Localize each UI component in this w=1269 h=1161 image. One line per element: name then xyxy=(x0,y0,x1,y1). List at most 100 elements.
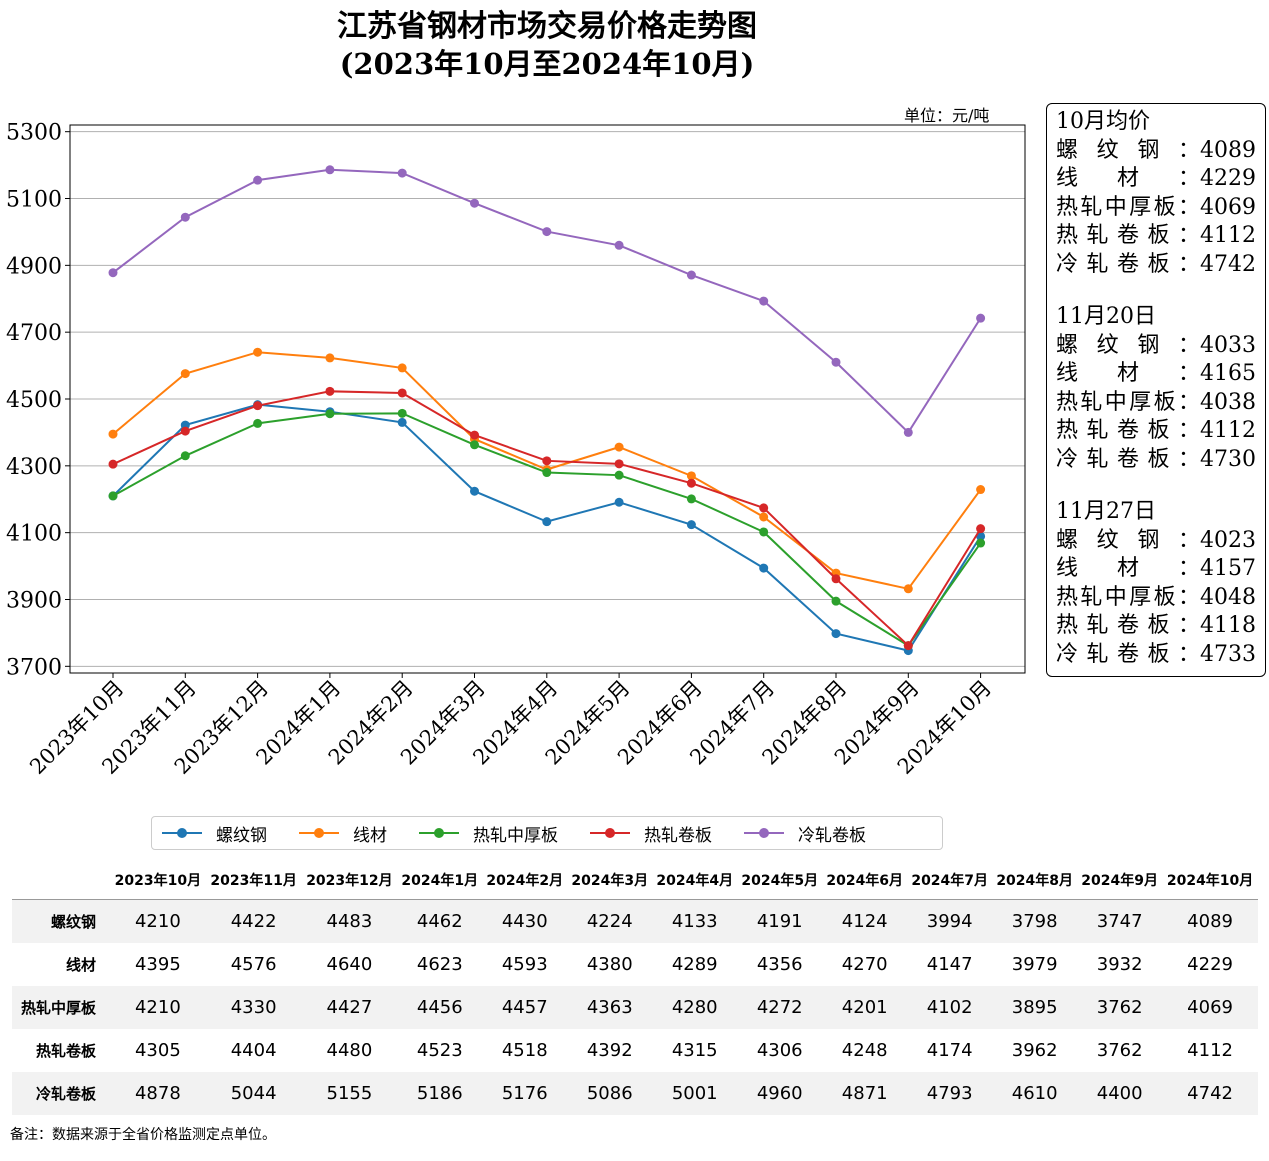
summary-row-value: 4069 xyxy=(1200,194,1256,220)
summary-row-name: 螺纹钢： xyxy=(1056,332,1200,358)
data-point xyxy=(180,451,190,461)
data-point xyxy=(108,268,118,278)
data-point xyxy=(759,296,769,306)
data-point xyxy=(325,386,335,396)
table-cell: 3979 xyxy=(1011,954,1058,975)
data-point xyxy=(253,175,263,185)
table-cell: 4392 xyxy=(586,1040,633,1061)
line-chart: 江苏省钢材市场交易价格走势图 (2023年10月至2024年10月) 37003… xyxy=(6,9,1026,779)
data-point xyxy=(903,641,913,651)
data-point xyxy=(325,165,335,175)
legend-label: 热轧中厚板 xyxy=(473,825,558,846)
legend-swatch xyxy=(744,827,784,839)
summary-row-name: 热轧中厚板： xyxy=(1056,194,1200,220)
table-cell: 4174 xyxy=(926,1040,973,1061)
table-column-header: 2024年10月 xyxy=(1162,861,1258,900)
data-point xyxy=(397,388,407,398)
table-cell: 3762 xyxy=(1096,1040,1143,1061)
table-column-header: 2024年3月 xyxy=(567,861,653,900)
section-gap xyxy=(1056,474,1265,498)
table-cell: 4248 xyxy=(841,1040,888,1061)
grid-lines xyxy=(70,131,1025,667)
data-point xyxy=(108,429,118,439)
data-point xyxy=(831,357,841,367)
summary-row-value: 4112 xyxy=(1200,223,1256,248)
table-cell: 5186 xyxy=(397,1072,483,1115)
series-lines xyxy=(108,165,986,656)
table-cell: 4210 xyxy=(110,899,206,943)
summary-section-title: 11月20日 xyxy=(1056,304,1156,329)
table-cell: 4133 xyxy=(652,899,738,943)
table-column-header: 2024年6月 xyxy=(822,861,908,900)
data-point xyxy=(614,442,624,452)
table-cell: 4523 xyxy=(416,1040,463,1061)
data-point xyxy=(614,240,624,250)
legend-label: 热轧卷板 xyxy=(644,825,712,846)
footnote: 备注：数据来源于全省价格监测定点单位。 xyxy=(10,1127,276,1143)
table-cell: 4457 xyxy=(482,986,568,1029)
section-gap xyxy=(1056,279,1265,303)
data-point xyxy=(759,503,769,513)
data-point xyxy=(614,497,624,507)
table-row-header: 螺纹钢 xyxy=(12,899,110,943)
table-cell: 3994 xyxy=(907,899,993,943)
legend: 螺纹钢 线材 热轧中厚板 热轧卷板 冷轧卷板 xyxy=(151,816,943,850)
data-point xyxy=(542,517,552,527)
legend-label: 螺纹钢 xyxy=(216,825,267,846)
table-body: 螺纹钢 4210 4422 4483 4462 4430 4224 4133 4191 4124 3… xyxy=(12,899,1258,1115)
table-cell: 4456 xyxy=(397,986,483,1029)
table-cell: 4610 xyxy=(992,1072,1078,1115)
summary-row: 热轧中厚板： 4069 xyxy=(1056,194,1256,223)
table-cell: 3762 xyxy=(1077,986,1163,1029)
summary-row-value: 4742 xyxy=(1200,251,1256,277)
data-point xyxy=(108,491,118,501)
table-column-header: 2024年9月 xyxy=(1077,861,1163,900)
y-tick-label: 5300 xyxy=(6,121,62,146)
summary-row: 线材： 4229 xyxy=(1056,165,1256,194)
table-cell: 3747 xyxy=(1077,899,1163,943)
table-cell: 3932 xyxy=(1096,954,1143,975)
summary-section-title: 10月均价 xyxy=(1056,109,1150,134)
legend-label: 冷轧卷板 xyxy=(798,825,866,846)
table-row: 热轧卷板 4305 4404 4480 4523 4518 4392 4315 4306 4248… xyxy=(12,1029,1258,1072)
legend-item: 螺纹钢 xyxy=(162,821,267,846)
summary-row-value: 4023 xyxy=(1200,527,1256,553)
table-cell: 4224 xyxy=(567,899,653,943)
data-point xyxy=(686,478,696,488)
summary-row: 螺纹钢： 4023 xyxy=(1056,527,1256,556)
summary-row-name: 冷轧卷板： xyxy=(1056,641,1200,667)
summary-row-name: 螺纹钢： xyxy=(1056,527,1200,553)
table-corner xyxy=(12,861,110,900)
table-column-header: 2024年7月 xyxy=(907,861,993,900)
series-line-热轧中厚板 xyxy=(112,412,982,647)
y-tick-label: 4900 xyxy=(6,254,62,279)
table-cell: 4404 xyxy=(230,1040,277,1061)
summary-row-value: 4089 xyxy=(1200,137,1256,163)
summary-row-name: 线材： xyxy=(1056,361,1200,386)
y-tick-label: 5100 xyxy=(6,188,62,213)
summary-row-name: 冷轧卷板： xyxy=(1056,251,1200,277)
table-cell: 4878 xyxy=(110,1072,206,1115)
data-point xyxy=(542,468,552,478)
table-cell: 3962 xyxy=(1011,1040,1058,1061)
table-row-header: 冷轧卷板 xyxy=(12,1072,110,1115)
x-axis-ticks: 2023年10月2023年11月2023年12月2024年1月2024年2月20… xyxy=(25,673,996,779)
summary-row: 冷轧卷板： 4730 xyxy=(1056,446,1256,475)
table-column-header: 2024年4月 xyxy=(652,861,738,900)
data-point xyxy=(614,470,624,480)
table-cell: 4315 xyxy=(671,1040,718,1061)
table-cell: 4742 xyxy=(1162,1072,1258,1115)
data-point xyxy=(325,409,335,419)
summary-row: 热轧中厚板： 4038 xyxy=(1056,389,1256,418)
data-point xyxy=(976,524,986,534)
table-cell: 5176 xyxy=(482,1072,568,1115)
table-cell: 4363 xyxy=(567,986,653,1029)
table-cell: 4395 xyxy=(134,954,181,975)
legend-swatch xyxy=(162,827,202,839)
table-column-header: 2023年10月 xyxy=(110,861,206,900)
data-point xyxy=(253,418,263,428)
y-tick-label: 4500 xyxy=(6,388,62,413)
data-point xyxy=(325,353,335,363)
summary-row: 线材： 4157 xyxy=(1056,555,1256,584)
summary-row-value: 4112 xyxy=(1200,418,1256,443)
